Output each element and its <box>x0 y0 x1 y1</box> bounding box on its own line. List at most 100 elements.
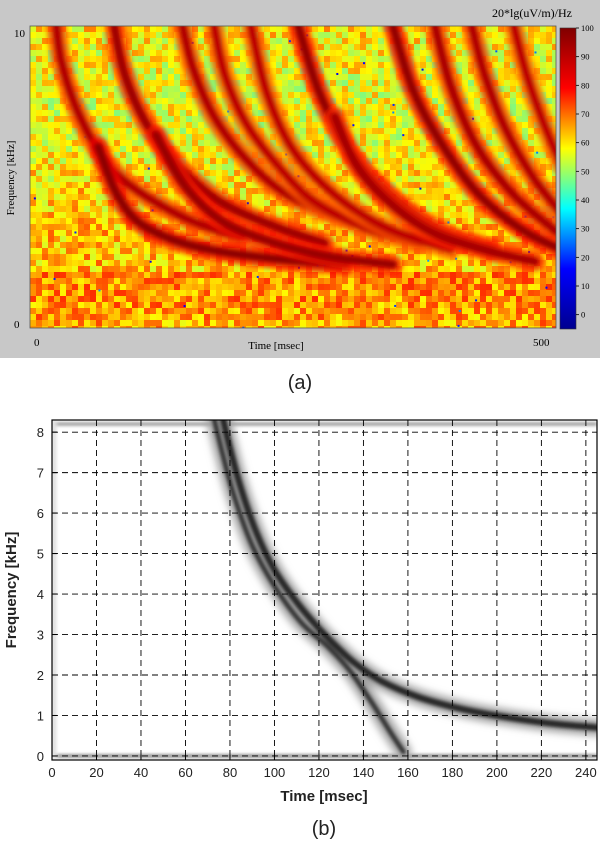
noise-cell <box>444 26 450 32</box>
noise-cell <box>294 290 300 296</box>
noise-cell <box>390 122 396 128</box>
noise-cell <box>168 194 174 200</box>
noise-cell <box>36 170 42 176</box>
noise-cell <box>354 92 360 98</box>
noise-cell <box>360 92 366 98</box>
noise-cell <box>450 260 456 266</box>
noise-cell <box>168 188 174 194</box>
noise-cell <box>186 104 192 110</box>
noise-cell <box>366 104 372 110</box>
noise-cell <box>498 50 504 56</box>
noise-cell <box>42 146 48 152</box>
noise-cell <box>486 284 492 290</box>
noise-cell <box>198 320 204 326</box>
noise-cell <box>270 140 276 146</box>
noise-cell <box>150 74 156 80</box>
noise-cell <box>504 320 510 326</box>
noise-cell <box>264 194 270 200</box>
noise-cell <box>372 326 378 328</box>
noise-cell <box>72 50 78 56</box>
noise-cell <box>150 68 156 74</box>
noise-cell <box>360 38 366 44</box>
noise-cell <box>156 320 162 326</box>
noise-cell <box>534 308 540 314</box>
noise-cell <box>360 140 366 146</box>
noise-cell <box>282 98 288 104</box>
noise-cell <box>120 152 126 158</box>
noise-cell <box>222 152 228 158</box>
noise-cell <box>150 86 156 92</box>
trace-12 <box>467 26 556 214</box>
noise-cell <box>30 122 36 128</box>
noise-cell <box>66 230 72 236</box>
noise-cell <box>312 320 318 326</box>
noise-cell <box>84 260 90 266</box>
noise-cell <box>366 314 372 320</box>
noise-cell <box>516 212 522 218</box>
noise-cell <box>90 314 96 320</box>
noise-cell <box>186 230 192 236</box>
noise-cell <box>72 164 78 170</box>
noise-cell <box>150 110 156 116</box>
noise-cell <box>492 308 498 314</box>
noise-cell <box>390 170 396 176</box>
noise-cell <box>216 302 222 308</box>
noise-cell <box>162 32 168 38</box>
noise-cell <box>168 134 174 140</box>
noise-cell <box>450 122 456 128</box>
noise-cell <box>192 260 198 266</box>
noise-cell <box>216 278 222 284</box>
noise-cell <box>486 272 492 278</box>
noise-cell <box>90 116 96 122</box>
noise-cell <box>528 278 534 284</box>
noise-cell <box>420 80 426 86</box>
noise-cell <box>408 278 414 284</box>
noise-cell <box>324 38 330 44</box>
noise-cell <box>474 314 480 320</box>
noise-cell <box>462 152 468 158</box>
noise-cell <box>444 200 450 206</box>
noise-cell <box>414 194 420 200</box>
noise-cell <box>78 56 84 62</box>
noise-cell <box>72 26 78 32</box>
noise-cell <box>114 80 120 86</box>
noise-cell <box>132 62 138 68</box>
noise-cell <box>300 302 306 308</box>
noise-cell <box>510 308 516 314</box>
noise-cell <box>162 248 168 254</box>
noise-cell <box>168 92 174 98</box>
noise-cell <box>276 272 282 278</box>
noise-cell <box>174 224 180 230</box>
noise-cell <box>30 164 36 170</box>
noise-cell <box>48 74 54 80</box>
noise-cell <box>336 284 342 290</box>
noise-cell <box>156 86 162 92</box>
noise-cell <box>96 110 102 116</box>
noise-cell <box>336 302 342 308</box>
noise-cell <box>36 50 42 56</box>
noise-cell <box>54 122 60 128</box>
noise-cell <box>222 104 228 110</box>
noise-cell <box>144 272 150 278</box>
noise-cell <box>462 302 468 308</box>
noise-cell <box>306 326 312 328</box>
noise-cell <box>378 50 384 56</box>
noise-cell <box>378 116 384 122</box>
noise-cell <box>282 278 288 284</box>
noise-cell <box>144 176 150 182</box>
noise-cell <box>156 248 162 254</box>
noise-cell <box>48 290 54 296</box>
noise-cell <box>276 296 282 302</box>
noise-cell <box>510 278 516 284</box>
noise-cell <box>402 278 408 284</box>
noise-cell <box>120 158 126 164</box>
noise-cell <box>360 86 366 92</box>
noise-cell <box>114 290 120 296</box>
noise-cell <box>126 32 132 38</box>
noise-cell <box>366 32 372 38</box>
noise-speckle <box>98 289 101 292</box>
noise-cell <box>252 290 258 296</box>
noise-cell <box>30 326 36 328</box>
noise-cell <box>156 290 162 296</box>
noise-cell <box>42 320 48 326</box>
